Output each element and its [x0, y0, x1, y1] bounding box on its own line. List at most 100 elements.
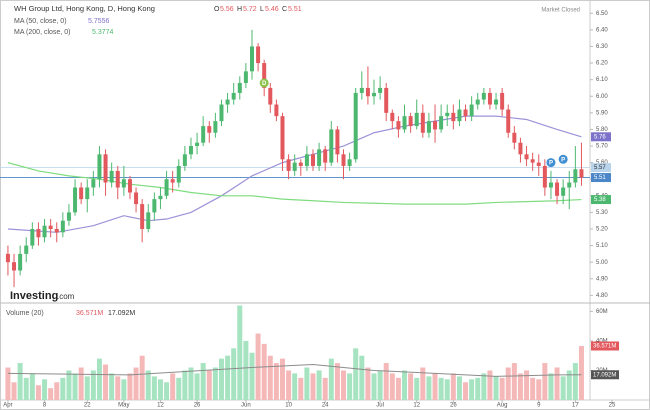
- candle-body: [18, 253, 23, 271]
- open: 5.56: [220, 6, 234, 13]
- candle-body: [353, 92, 358, 160]
- x-tick-label: Jul: [376, 403, 384, 409]
- volume-bar: [524, 370, 530, 400]
- volume-bar: [84, 376, 90, 400]
- volume-bar: [444, 379, 450, 400]
- y-tick-label: 5.80: [596, 127, 608, 133]
- volume-bar: [365, 367, 371, 400]
- candle-body: [335, 129, 340, 155]
- candle-body: [237, 82, 242, 93]
- candle-body: [91, 179, 96, 188]
- volume-bar: [499, 377, 505, 400]
- h-label: H: [237, 6, 242, 13]
- volume-bar: [566, 370, 572, 400]
- candle-body: [274, 104, 279, 117]
- volume-bar: [505, 367, 511, 400]
- volume-bar: [206, 370, 212, 400]
- candle-body: [152, 199, 157, 213]
- candle-body: [402, 116, 407, 130]
- candle-body: [439, 116, 444, 130]
- volume-bar: [341, 370, 347, 400]
- x-tick-label: 24: [322, 403, 329, 409]
- candle-body: [542, 165, 547, 188]
- x-tick-label: 17: [572, 403, 579, 409]
- volume-bar: [182, 370, 188, 400]
- candle-body: [426, 121, 431, 133]
- candle-body: [5, 253, 10, 263]
- high: 5.72: [243, 6, 257, 13]
- candle-body: [451, 112, 456, 122]
- candle-body: [567, 182, 572, 188]
- y-tick-label: 6.40: [596, 27, 608, 33]
- event-marker: [558, 154, 568, 164]
- candle-body: [97, 154, 102, 180]
- volume-bar: [5, 367, 11, 400]
- candle-body: [323, 149, 328, 163]
- volume-bar: [176, 377, 182, 400]
- volume-bar: [29, 373, 35, 400]
- x-tick-label: 10: [285, 403, 292, 409]
- x-tick-label: 26: [194, 403, 201, 409]
- volume-bar: [170, 373, 176, 400]
- event-marker: [546, 158, 556, 168]
- volume-bar: [536, 379, 542, 400]
- volume-bar: [72, 373, 78, 400]
- volume-bar: [578, 345, 584, 400]
- volume-bar: [438, 377, 444, 400]
- event-label: P: [561, 157, 565, 163]
- volume-bar: [121, 379, 127, 400]
- candle-body: [42, 225, 47, 238]
- candle-body: [292, 162, 297, 171]
- price-badge: [591, 173, 611, 183]
- candle-body: [231, 92, 236, 100]
- volume-bar: [554, 367, 560, 400]
- y-tick-label: 6.20: [596, 61, 608, 67]
- volume-bar: [231, 348, 237, 400]
- logo-suffix: .com: [57, 292, 75, 301]
- market-status: Market Closed: [541, 8, 580, 14]
- candle-body: [103, 154, 108, 183]
- candle-body: [396, 121, 401, 130]
- volume-bar: [432, 373, 438, 400]
- candle-body: [317, 149, 322, 166]
- volume-bar: [572, 363, 578, 400]
- volume-bar: [328, 358, 334, 400]
- volume-bar: [487, 370, 493, 400]
- x-tick-label: 12: [413, 403, 420, 409]
- price-badge-label: 5.57: [594, 165, 606, 171]
- y-tick-label: 6.10: [596, 77, 608, 83]
- y-tick-label: 5.70: [596, 144, 608, 150]
- candle-body: [414, 112, 419, 127]
- volume-bar: [383, 363, 389, 400]
- event-label: P: [549, 161, 553, 167]
- candle-body: [494, 99, 499, 105]
- volume-bar: [200, 363, 206, 400]
- volume-bar: [273, 363, 279, 400]
- volume-bar: [78, 367, 84, 400]
- y-tick-label: 6.30: [596, 44, 608, 50]
- candle-body: [524, 154, 529, 160]
- candle-body: [420, 112, 425, 133]
- y-tick-label: 5.20: [596, 227, 608, 233]
- candle-body: [201, 126, 206, 143]
- volume-bar: [11, 382, 17, 400]
- volume-bar: [304, 367, 310, 400]
- volume-bar: [359, 355, 365, 400]
- candle-body: [506, 109, 511, 133]
- volume-bar: [237, 305, 243, 400]
- price-badge: [591, 132, 611, 142]
- candle-body: [512, 132, 517, 143]
- x-tick-label: Apr: [3, 403, 12, 409]
- candle-body: [304, 154, 309, 166]
- candle-body: [463, 109, 468, 117]
- candle-body: [164, 179, 169, 196]
- volume-bar: [389, 373, 395, 400]
- candle-body: [359, 87, 364, 93]
- volume-bar: [402, 370, 408, 400]
- x-tick-label: May: [118, 403, 129, 409]
- candle-body: [378, 87, 383, 93]
- volume-bar: [194, 373, 200, 400]
- volume-bar: [23, 377, 29, 400]
